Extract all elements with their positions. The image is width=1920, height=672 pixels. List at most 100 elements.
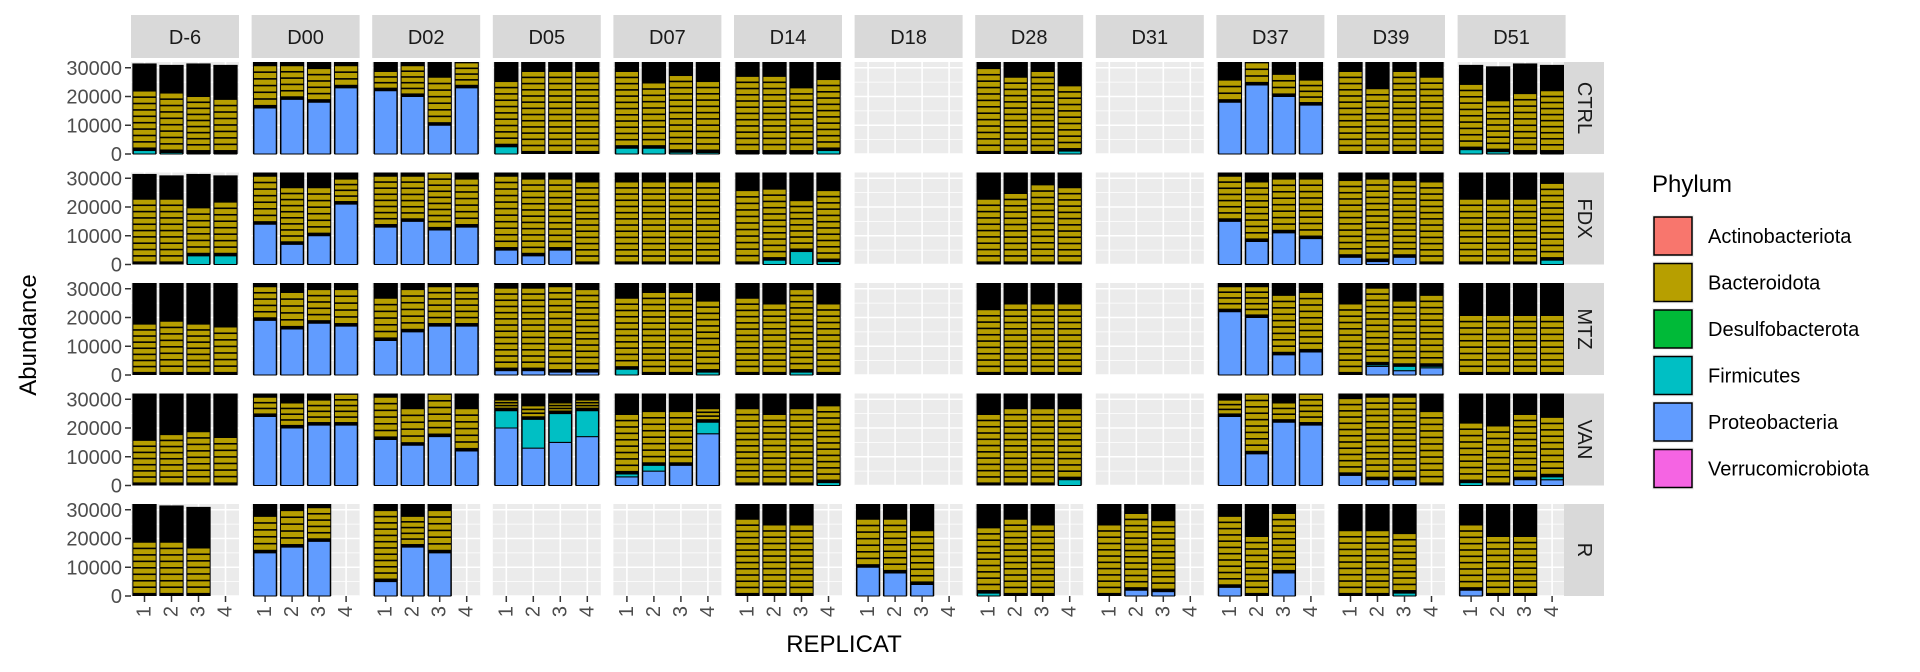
bar-segment-bacteroidota (696, 320, 720, 326)
bar-segment-bacteroidota (977, 206, 1000, 211)
bar-segment-bacteroidota (790, 459, 813, 464)
bar-segment-bacteroidota (1031, 329, 1054, 335)
bar-segment-bacteroidota (1031, 446, 1054, 452)
bar-segment-bacteroidota (1513, 106, 1537, 112)
stacked-bar (1365, 393, 1390, 486)
bar-segment-other (1365, 62, 1390, 154)
stacked-bar (1244, 504, 1270, 596)
bar-segment-bacteroidota (576, 302, 599, 308)
bar-segment-bacteroidota (1004, 409, 1027, 414)
bar-segment-bacteroidota (1540, 139, 1564, 144)
bar-segment-bacteroidota (883, 565, 907, 570)
bar-segment-bacteroidota (1486, 335, 1510, 340)
bar-segment-proteobacteria (374, 340, 398, 376)
x-tick-label: 1 (375, 606, 397, 617)
bar-segment-bacteroidota (133, 110, 156, 116)
bar-segment-proteobacteria (1218, 586, 1242, 597)
bar-segment-bacteroidota (495, 403, 518, 405)
bar-segment-bacteroidota (522, 217, 545, 222)
bar-segment-bacteroidota (1245, 298, 1269, 303)
bar-segment-bacteroidota (977, 547, 1000, 553)
stacked-bar (213, 283, 238, 375)
panel-FDX-D31 (1095, 172, 1204, 266)
stacked-bar (1512, 172, 1538, 265)
bar-segment-bacteroidota (642, 336, 666, 341)
bar-segment-bacteroidota (1540, 121, 1564, 126)
bar-segment-bacteroidota (495, 196, 518, 202)
bar-segment-bacteroidota (1513, 100, 1537, 106)
bar-segment-bacteroidota (669, 457, 693, 463)
bar-segment-other (735, 283, 760, 375)
bar-segment-bacteroidota (642, 317, 666, 323)
bar-segment-bacteroidota (1152, 546, 1175, 551)
panel-R-D18 (854, 504, 963, 597)
bar-segment-bacteroidota (817, 468, 840, 474)
bar-segment-bacteroidota (1540, 97, 1564, 102)
bar-segment-bacteroidota (307, 296, 331, 302)
bar-segment-bacteroidota (549, 78, 572, 83)
bar-segment-bacteroidota (1272, 533, 1296, 538)
bar-segment-bacteroidota (133, 355, 156, 360)
bar-segment-bacteroidota (307, 302, 331, 308)
bar-segment-bacteroidota (1058, 453, 1081, 458)
bar-segment-bacteroidota (1031, 544, 1054, 549)
bar-segment-bacteroidota (1339, 588, 1362, 593)
bar-segment-bacteroidota (1393, 453, 1416, 459)
bar-segment-bacteroidota (495, 82, 518, 87)
bar-segment-bacteroidota (1004, 434, 1027, 439)
bar-segment-bacteroidota (1366, 357, 1389, 362)
bar-segment-bacteroidota (1393, 205, 1416, 211)
bar-segment-bacteroidota (790, 327, 813, 332)
bar-segment-bacteroidota (1459, 563, 1483, 569)
bar-segment-bacteroidota (1540, 449, 1564, 455)
bar-segment-bacteroidota (495, 215, 518, 221)
bar-segment-bacteroidota (1420, 339, 1443, 345)
bar-segment-bacteroidota (817, 348, 840, 354)
bar-segment-bacteroidota (1366, 465, 1389, 471)
stacked-bar (762, 283, 787, 375)
bar-segment-bacteroidota (214, 457, 237, 463)
bar-segment-bacteroidota (1393, 146, 1416, 151)
bar-segment-bacteroidota (1339, 84, 1362, 89)
bar-segment-other (614, 172, 640, 265)
bar-segment-bacteroidota (549, 140, 572, 145)
bar-segment-bacteroidota (133, 459, 156, 464)
bar-segment-bacteroidota (1299, 205, 1323, 210)
bar-segment-bacteroidota (1218, 213, 1242, 219)
bar-segment-bacteroidota (1004, 465, 1027, 470)
bar-segment-bacteroidota (1366, 350, 1389, 356)
stacked-bar (186, 393, 211, 486)
bar-segment-bacteroidota (1339, 348, 1362, 354)
bar-segment-bacteroidota (280, 538, 304, 545)
bar-segment-other (789, 504, 814, 596)
bar-segment-bacteroidota (455, 299, 478, 305)
bar-segment-bacteroidota (910, 537, 934, 543)
bar-segment-bacteroidota (817, 80, 840, 85)
bar-segment-bacteroidota (253, 209, 277, 215)
bar-segment-proteobacteria (1272, 421, 1296, 486)
bar-segment-proteobacteria (455, 325, 479, 376)
bar-segment-bacteroidota (736, 563, 759, 568)
bar-segment-bacteroidota (763, 189, 786, 195)
x-tick-label: 3 (911, 606, 933, 617)
bar-segment-bacteroidota (495, 235, 518, 241)
bar-segment-firmicutes (696, 371, 720, 376)
facet-strip-label: D00 (287, 27, 324, 49)
bar-segment-bacteroidota (1218, 189, 1242, 194)
stacked-bar (454, 62, 479, 155)
bar-segment-firmicutes (1459, 149, 1483, 155)
bar-segment-bacteroidota (736, 440, 759, 446)
bar-segment-bacteroidota (763, 544, 786, 549)
bar-segment-bacteroidota (1245, 426, 1269, 432)
bar-segment-other (1030, 62, 1055, 154)
stacked-bar (1392, 172, 1417, 265)
bar-segment-bacteroidota (1513, 465, 1537, 471)
bar-segment-bacteroidota (615, 361, 639, 367)
bar-segment-bacteroidota (763, 329, 786, 335)
bar-segment-bacteroidota (1031, 409, 1054, 414)
bar-segment-bacteroidota (1420, 314, 1443, 320)
bar-segment-bacteroidota (334, 412, 358, 417)
bar-segment-bacteroidota (1540, 133, 1564, 138)
bar-segment-proteobacteria (1245, 317, 1269, 376)
panel-R-D07 (613, 504, 722, 597)
